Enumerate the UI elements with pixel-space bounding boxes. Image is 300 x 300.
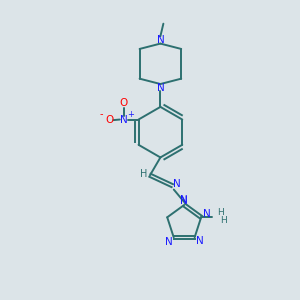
Text: H: H xyxy=(220,216,227,225)
Text: N: N xyxy=(165,237,173,247)
Text: O: O xyxy=(119,98,128,108)
Text: N: N xyxy=(120,115,128,124)
Text: H: H xyxy=(140,169,147,179)
Text: N: N xyxy=(196,236,204,246)
Text: N: N xyxy=(173,179,181,189)
Text: N: N xyxy=(157,35,164,45)
Text: N: N xyxy=(180,195,188,205)
Text: -: - xyxy=(100,109,103,119)
Text: +: + xyxy=(127,110,134,119)
Text: N: N xyxy=(202,209,210,219)
Text: H: H xyxy=(217,208,224,217)
Text: O: O xyxy=(105,115,113,125)
Text: N: N xyxy=(157,82,164,93)
Text: N: N xyxy=(180,196,188,206)
